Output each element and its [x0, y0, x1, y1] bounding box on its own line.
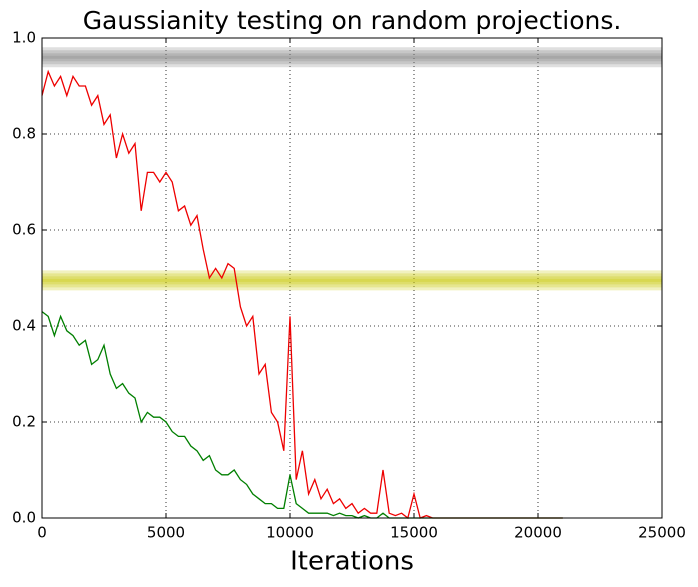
data-line: [41, 69, 563, 520]
x-tick-label: 5000: [147, 524, 185, 542]
data-line: [41, 311, 563, 519]
y-tick-label: 1.0: [12, 29, 36, 47]
x-tick-label: 20000: [514, 524, 562, 542]
y-tick-label: 0.2: [12, 413, 36, 431]
x-tick-label: 15000: [390, 524, 438, 542]
y-tick-label: 0.8: [12, 125, 36, 143]
y-tick-label: 0.6: [12, 221, 36, 239]
plot-frame: [41, 37, 663, 519]
x-axis-label: Iterations: [290, 547, 414, 577]
y-tick-label: 0.4: [12, 317, 36, 335]
y-tick-label: 0.0: [12, 509, 36, 527]
chart-title: Gaussianity testing on random projection…: [83, 6, 622, 35]
x-tick-label: 25000: [638, 524, 686, 542]
x-tick-label: 0: [37, 524, 47, 542]
x-tick-label: 10000: [266, 524, 314, 542]
